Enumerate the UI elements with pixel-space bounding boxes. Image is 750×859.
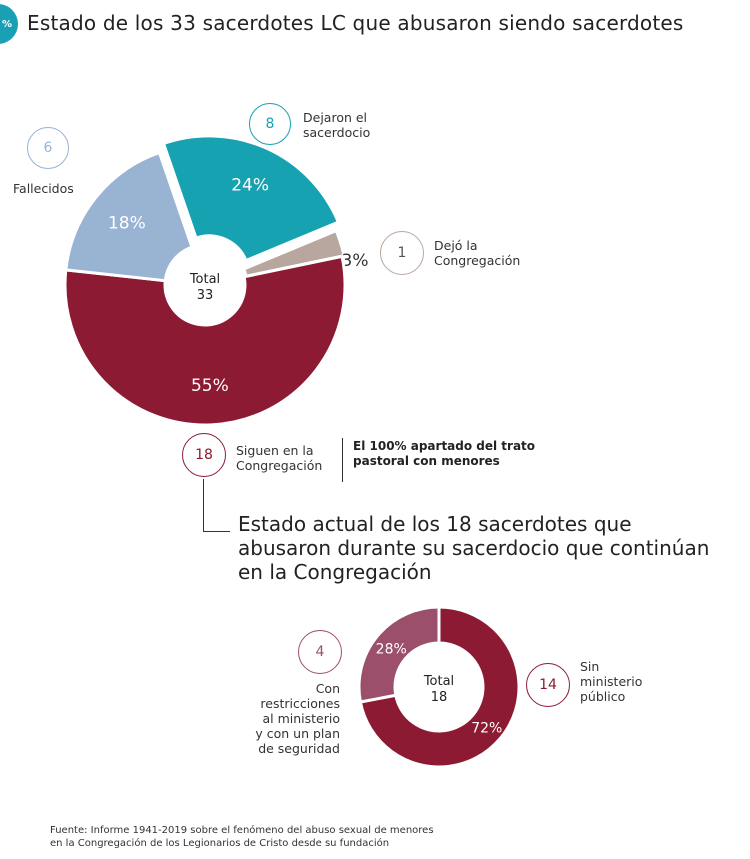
label-sin-line-2: ministerio <box>580 674 643 689</box>
label-con-line-4: y con un plan <box>255 726 340 741</box>
label-siguen-line-2: Congregación <box>236 458 323 473</box>
label-con-line-3: al ministerio <box>262 711 340 726</box>
label-siguen: Siguen en la Congregación <box>236 443 322 473</box>
pct-label-con_restricciones: 28% <box>376 641 407 657</box>
center-value-0: 33 <box>197 288 214 303</box>
source-line-1: Fuente: Informe 1941-2019 sobre el fenóm… <box>50 825 434 836</box>
pct-label-fallecidos: 18% <box>108 214 146 234</box>
source-line-2: en la Congregación de los Legionarios de… <box>50 838 390 849</box>
note-text: El 100% apartado del trato pastoral con … <box>353 439 535 469</box>
label-dejo-line-1: Dejó la <box>434 238 478 253</box>
label-con-line-2: restricciones <box>260 696 340 711</box>
pct-label-dejaron: 24% <box>231 176 269 196</box>
label-dejaron: Dejaron el sacerdocio <box>303 110 370 140</box>
pct-label-dejo_congregacion: 3% <box>342 251 369 271</box>
percent-badge-icon: % <box>0 4 18 44</box>
center-label-1: Total <box>423 674 454 689</box>
subtitle-line-2: abusaron durante su sacerdocio que conti… <box>238 536 710 560</box>
label-sin-line-3: público <box>580 689 626 704</box>
slice-sin_ministerio <box>358 605 521 769</box>
count-circle-dejaron: 8 <box>249 103 291 145</box>
section-subtitle: Estado actual de los 18 sacerdotes que a… <box>238 512 709 584</box>
note-line-2: pastoral con menores <box>353 454 500 468</box>
label-dejaron-line-2: sacerdocio <box>303 125 371 140</box>
label-dejaron-line-1: Dejaron el <box>303 110 368 125</box>
page-title: Estado de los 33 sacerdotes LC que abusa… <box>27 11 684 35</box>
label-con-line-1: Con <box>315 681 340 696</box>
slice-dejaron <box>161 134 341 263</box>
pct-label-siguen: 55% <box>191 376 229 396</box>
count-circle-fallecidos: 6 <box>27 127 69 169</box>
pct-label-sin_ministerio: 72% <box>471 721 502 737</box>
connector-line <box>203 479 230 532</box>
label-con-line-5: de seguridad <box>258 741 340 756</box>
count-circle-sin-ministerio: 14 <box>526 663 570 707</box>
label-fallecidos: Fallecidos <box>13 181 74 196</box>
note-separator <box>342 438 343 482</box>
count-circle-con-restricciones: 4 <box>298 630 342 674</box>
label-dejo-congregacion: Dejó la Congregación <box>434 238 520 268</box>
slice-siguen <box>63 254 347 427</box>
slice-con_restricciones <box>357 605 441 704</box>
slice-fallecidos <box>64 150 194 283</box>
subtitle-line-3: en la Congregación <box>238 560 432 584</box>
subtitle-line-1: Estado actual de los 18 sacerdotes que <box>238 512 632 536</box>
label-dejo-line-2: Congregación <box>434 253 521 268</box>
center-value-1: 18 <box>431 690 448 705</box>
center-label-0: Total <box>189 272 220 287</box>
note-line-1: El 100% apartado del trato <box>353 439 536 453</box>
label-sin-ministerio: Sin ministerio público <box>580 659 642 704</box>
label-con-restricciones: Con restricciones al ministerio y con un… <box>236 681 340 756</box>
label-siguen-line-1: Siguen en la <box>236 443 314 458</box>
source-note: Fuente: Informe 1941-2019 sobre el fenóm… <box>50 824 434 850</box>
count-circle-siguen: 18 <box>182 433 226 477</box>
count-circle-dejo-congregacion: 1 <box>380 231 424 275</box>
label-sin-line-1: Sin <box>580 659 600 674</box>
